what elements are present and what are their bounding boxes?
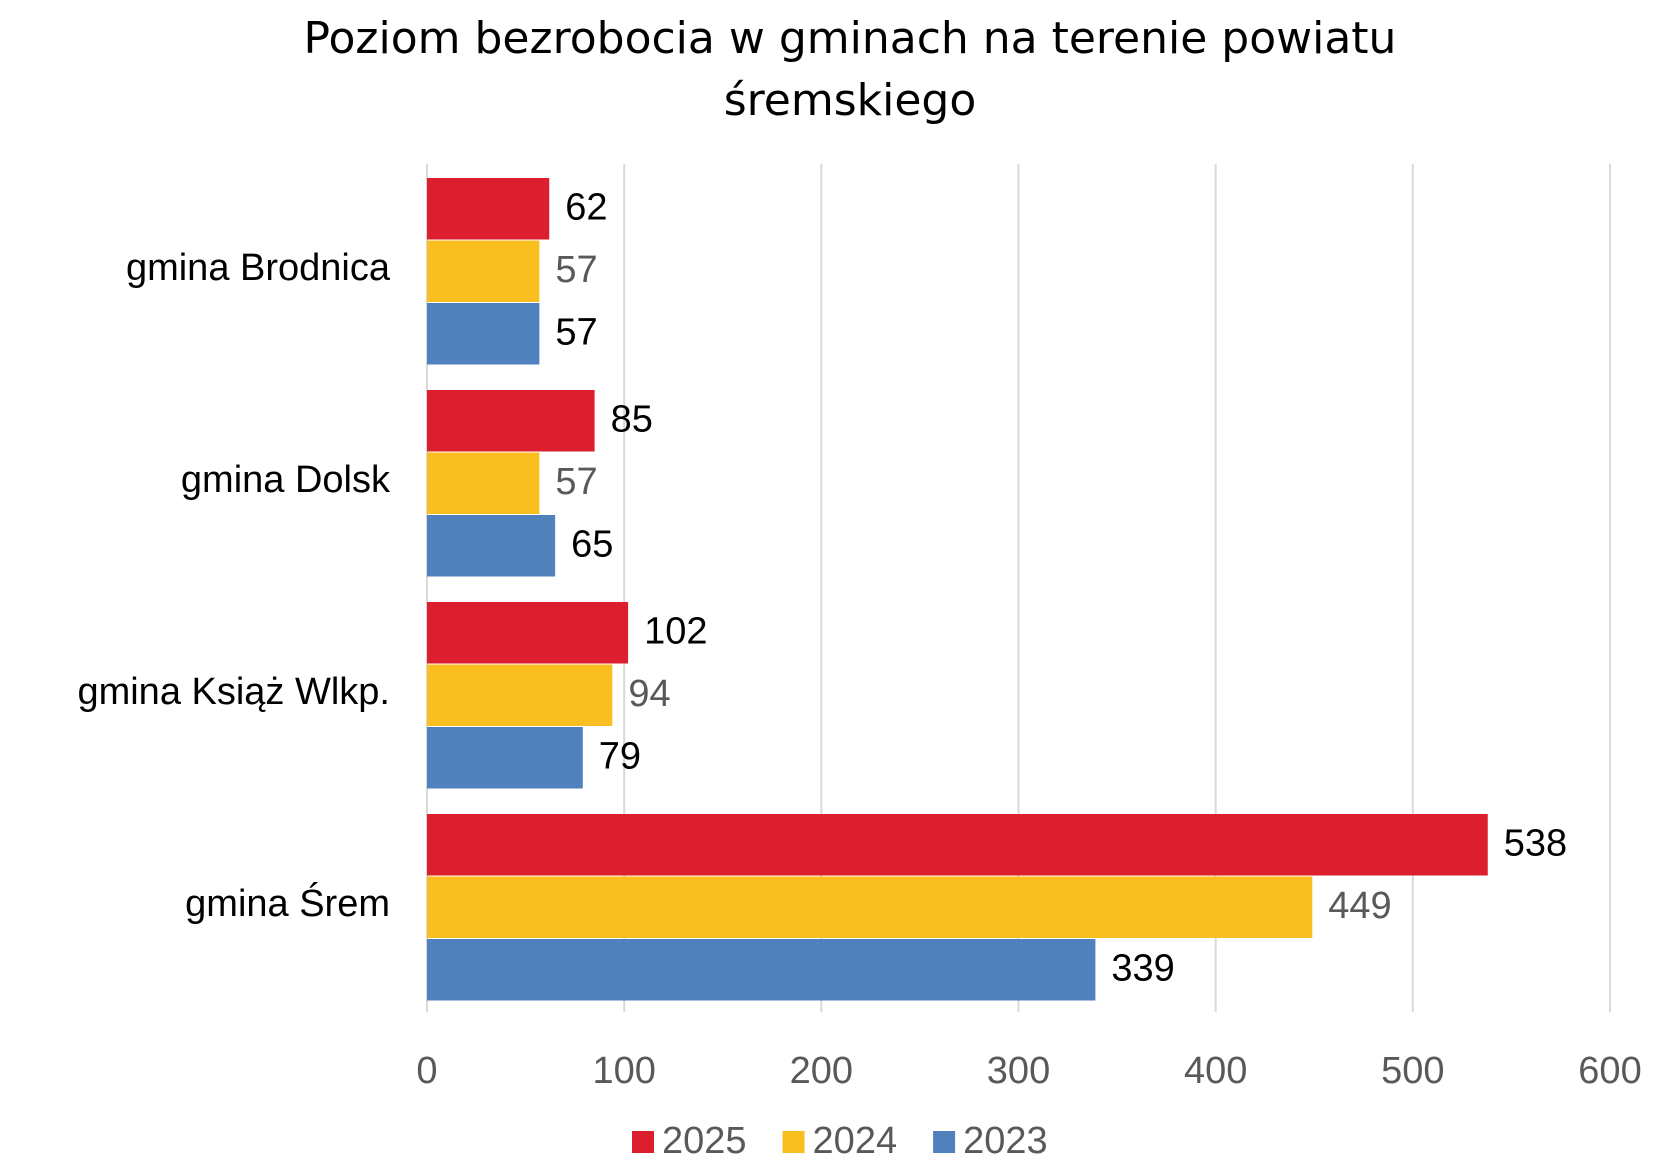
data-label: 449 bbox=[1328, 885, 1391, 927]
data-label: 94 bbox=[628, 673, 670, 715]
y-tick-label: gmina Książ Wlkp. bbox=[77, 671, 390, 713]
x-tick-label: 500 bbox=[1381, 1050, 1444, 1092]
bar bbox=[427, 939, 1096, 1001]
bar bbox=[427, 178, 550, 240]
data-label: 57 bbox=[555, 249, 597, 291]
x-tick-label: 300 bbox=[987, 1050, 1050, 1092]
bar bbox=[427, 515, 556, 577]
x-tick-label: 0 bbox=[416, 1050, 437, 1092]
y-tick-label: gmina Brodnica bbox=[126, 247, 391, 289]
chart-title: Poziom bezrobocia w gminach na terenie p… bbox=[303, 13, 1397, 126]
bar bbox=[427, 390, 595, 452]
bar bbox=[427, 664, 613, 726]
legend-label: 2024 bbox=[813, 1120, 898, 1157]
legend-label: 2025 bbox=[662, 1120, 747, 1157]
x-tick-label: 200 bbox=[790, 1050, 853, 1092]
data-label: 65 bbox=[571, 523, 613, 565]
x-tick-label: 600 bbox=[1578, 1050, 1641, 1092]
data-label: 57 bbox=[555, 461, 597, 503]
legend-swatch bbox=[632, 1131, 654, 1153]
legend-swatch bbox=[782, 1131, 805, 1153]
bar bbox=[427, 452, 540, 514]
bar bbox=[427, 814, 1488, 876]
bar bbox=[427, 240, 540, 302]
x-tick-label: 400 bbox=[1184, 1050, 1247, 1092]
x-tick-label: 100 bbox=[592, 1050, 655, 1092]
legend-label: 2023 bbox=[963, 1120, 1048, 1157]
legend-swatch bbox=[933, 1131, 956, 1153]
bar bbox=[427, 727, 583, 789]
data-label: 62 bbox=[565, 186, 607, 228]
data-label: 339 bbox=[1111, 947, 1174, 989]
data-label: 85 bbox=[611, 398, 653, 440]
bar bbox=[427, 602, 629, 664]
data-label: 57 bbox=[555, 311, 597, 353]
data-label: 538 bbox=[1504, 822, 1567, 864]
y-tick-label: gmina Śrem bbox=[185, 880, 390, 925]
data-label: 102 bbox=[644, 610, 707, 652]
y-tick-label: gmina Dolsk bbox=[181, 459, 391, 501]
bar bbox=[427, 876, 1313, 938]
data-label: 79 bbox=[599, 735, 641, 777]
bar bbox=[427, 303, 540, 365]
